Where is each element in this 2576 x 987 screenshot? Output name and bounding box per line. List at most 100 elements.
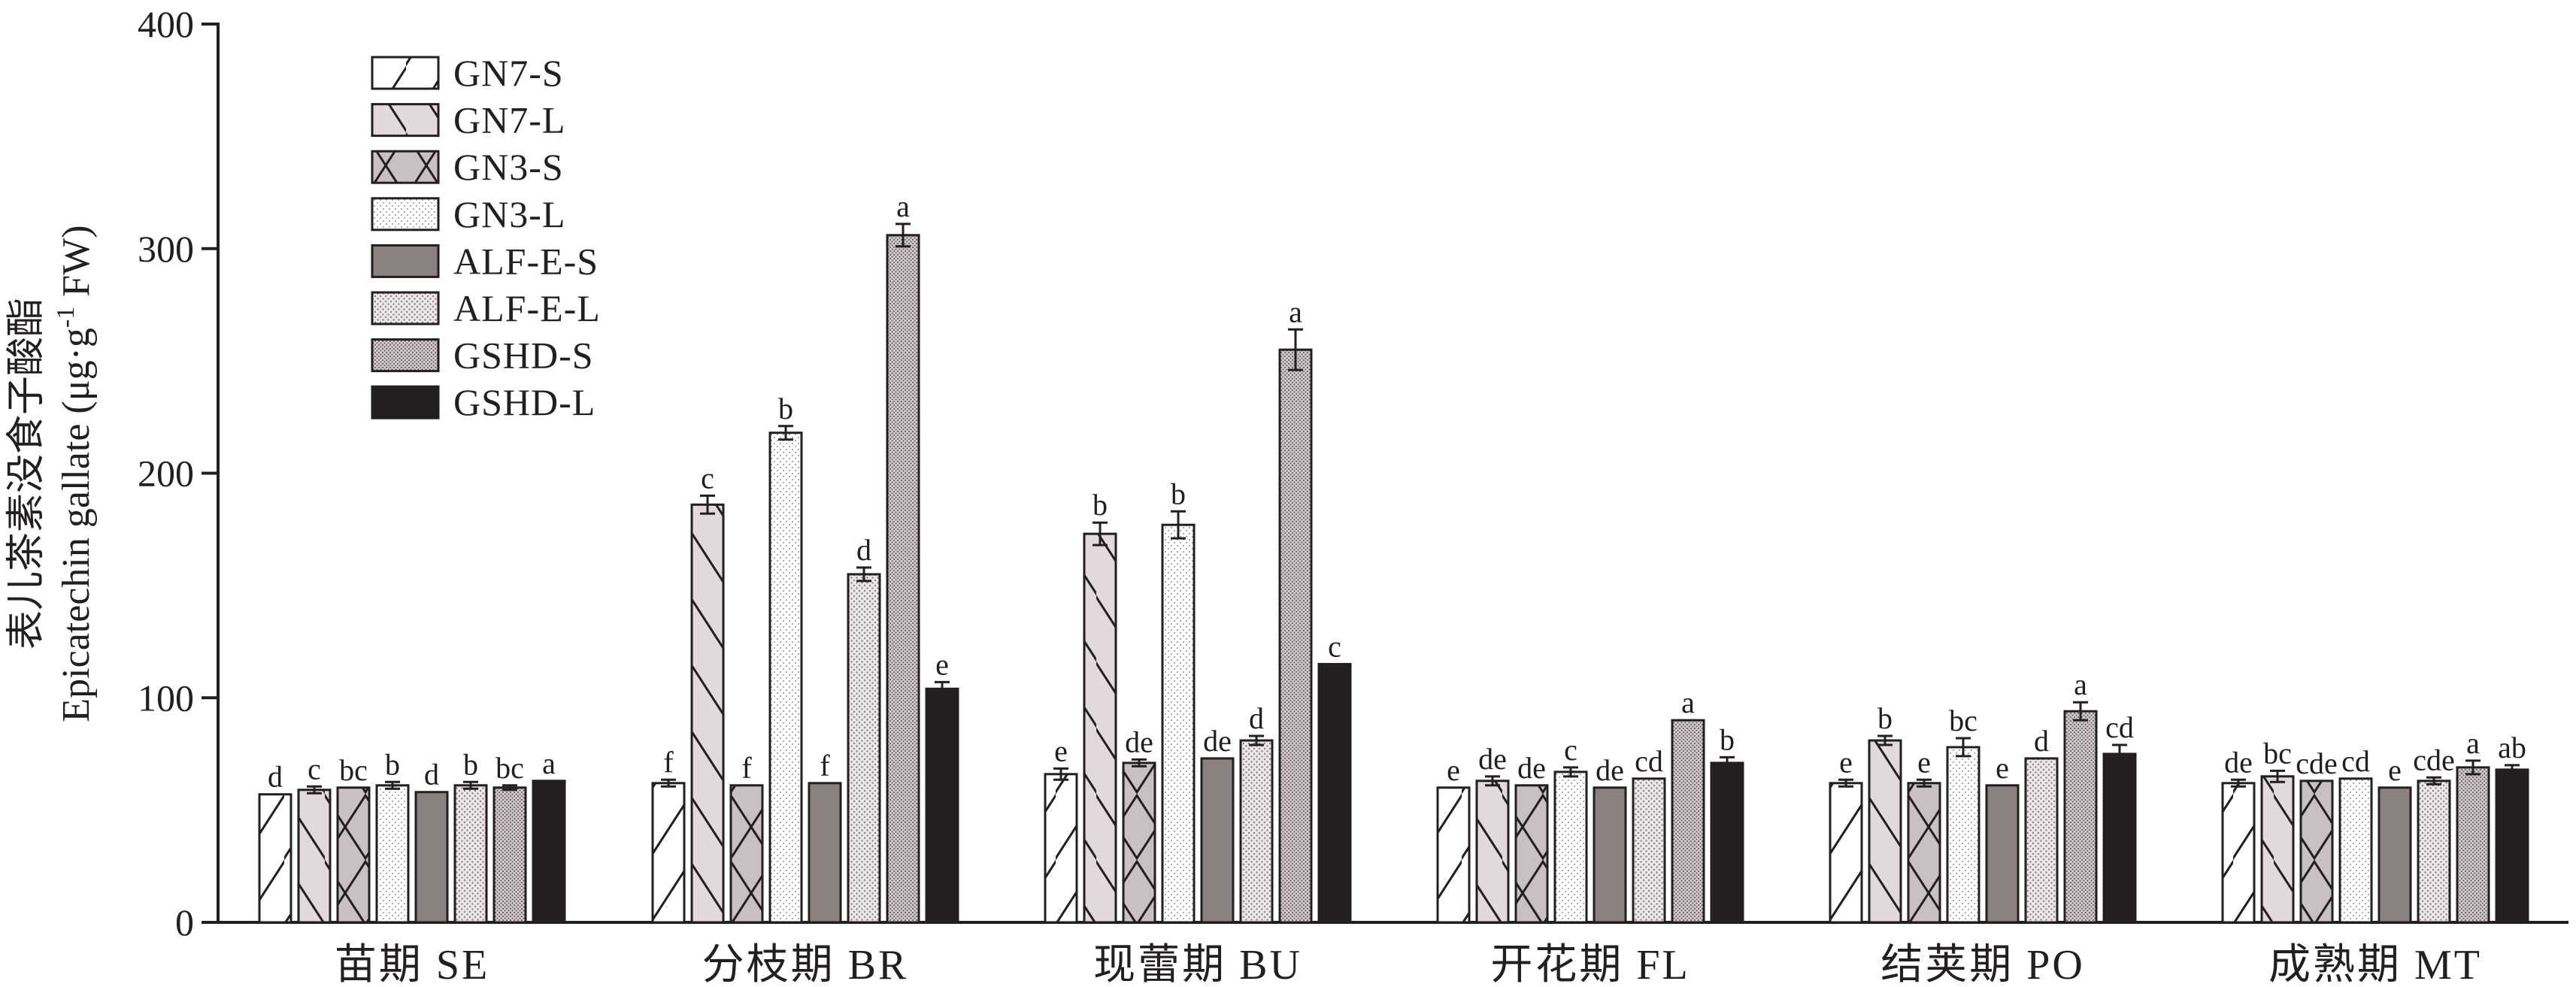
significance-letter: de: [1596, 753, 1624, 787]
significance-letter: d: [1249, 701, 1264, 735]
bar: [847, 573, 881, 924]
bar: [1317, 662, 1352, 924]
y-tick-label: 0: [175, 901, 194, 943]
x-tick-label: 开花期 FL: [1490, 942, 1690, 987]
bar: [2377, 786, 2412, 924]
y-tick-label: 100: [138, 677, 194, 719]
significance-letter: f: [663, 745, 674, 779]
significance-letter: d: [2034, 724, 2049, 758]
x-tick-label: 分枝期 BR: [702, 942, 909, 987]
legend-swatch: [371, 385, 440, 419]
significance-letter: b: [385, 747, 400, 781]
bar: [375, 784, 410, 924]
bar: [1122, 761, 1156, 924]
bar: [2221, 782, 2256, 924]
bar: [1985, 784, 2020, 924]
significance-letter: b: [1877, 701, 1893, 735]
significance-letter: c: [701, 461, 714, 495]
significance-letter: e: [1917, 745, 1931, 779]
y-tick-label: 300: [138, 228, 194, 270]
legend-item: ALF-E-S: [371, 240, 599, 282]
legend-item: GN7-L: [371, 99, 565, 141]
y-axis-title-cn: 表儿茶素没食子酸酯: [5, 298, 48, 649]
significance-letter: c: [308, 752, 321, 786]
category-group: f c f b f d a e 分枝期 BR: [651, 189, 959, 987]
significance-letter: de: [2224, 745, 2253, 779]
significance-letter: a: [1289, 295, 1302, 328]
significance-letter: a: [2466, 726, 2480, 760]
bar: [2260, 775, 2295, 924]
legend-swatch: [371, 197, 440, 232]
bar: [1946, 746, 1980, 924]
bar: [532, 780, 566, 924]
significance-letter: d: [268, 760, 283, 794]
legend-swatch: [371, 56, 440, 90]
legend-label: GN3-L: [453, 193, 565, 235]
legend-item: ALF-E-L: [371, 287, 601, 329]
bar: [651, 782, 686, 924]
bar: [1829, 782, 1863, 924]
significance-letter: c: [1328, 629, 1341, 663]
bar: [1161, 523, 1196, 924]
x-tick-label: 苗期 SE: [335, 942, 489, 987]
bar: [2417, 780, 2451, 924]
bar: [1632, 777, 1666, 924]
bar: [1083, 532, 1117, 924]
bar: [1200, 757, 1235, 924]
bar: [1044, 773, 1078, 924]
significance-letter: b: [463, 747, 478, 781]
legend-item: GN3-S: [371, 146, 564, 188]
bar: [690, 503, 725, 924]
bar: [768, 431, 803, 924]
bar: [925, 687, 959, 924]
bar: [2299, 780, 2334, 924]
bar: [258, 793, 292, 924]
significance-letter: cd: [2341, 744, 2370, 778]
x-tick-label: 现蕾期 BU: [1093, 942, 1302, 987]
significance-letter: ab: [2498, 731, 2526, 764]
significance-letter: c: [1564, 733, 1577, 767]
bar: [1475, 780, 1510, 924]
significance-letter: e: [1447, 753, 1460, 787]
significance-letter: b: [1720, 722, 1735, 756]
x-tick-label: 结荚期 PO: [1880, 942, 2085, 987]
bar: [2102, 752, 2137, 924]
significance-letter: b: [1093, 488, 1108, 522]
bar: [2456, 766, 2490, 924]
legend-label: GN3-S: [453, 146, 564, 188]
x-tick-label: 成熟期 MT: [2268, 942, 2482, 987]
bar: [808, 782, 842, 924]
bar: [336, 786, 371, 924]
significance-letter: a: [542, 746, 556, 780]
legend-label: ALF-E-S: [453, 240, 599, 282]
significance-letter: de: [1203, 724, 1232, 758]
significance-letter: e: [1054, 734, 1068, 767]
y-tick-label: 200: [138, 453, 194, 495]
significance-letter: de: [1517, 751, 1546, 785]
significance-letter: cde: [2296, 746, 2338, 780]
bar: [1239, 739, 1274, 924]
y-axis-title: 表儿茶素没食子酸酯 Epicatechin gallate (μg·g-1 FW): [5, 225, 98, 722]
bar: [2063, 710, 2098, 924]
bar: [1514, 784, 1549, 924]
legend-item: GN3-L: [371, 193, 565, 235]
significance-letter: cd: [2105, 710, 2134, 744]
significance-letter: de: [1478, 742, 1507, 776]
significance-letter: d: [856, 533, 871, 567]
bar: [729, 784, 764, 924]
bar: [1278, 348, 1313, 924]
significance-letter: bc: [2263, 736, 2292, 770]
legend-label: GSHD-L: [453, 381, 596, 423]
legend-label: ALF-E-L: [453, 287, 601, 329]
bar: [2338, 777, 2373, 924]
significance-letter: a: [2074, 668, 2087, 701]
legend-item: GSHD-L: [371, 381, 596, 423]
bar: [2024, 757, 2059, 924]
bar: [1868, 739, 1902, 924]
significance-letter: e: [935, 647, 949, 681]
